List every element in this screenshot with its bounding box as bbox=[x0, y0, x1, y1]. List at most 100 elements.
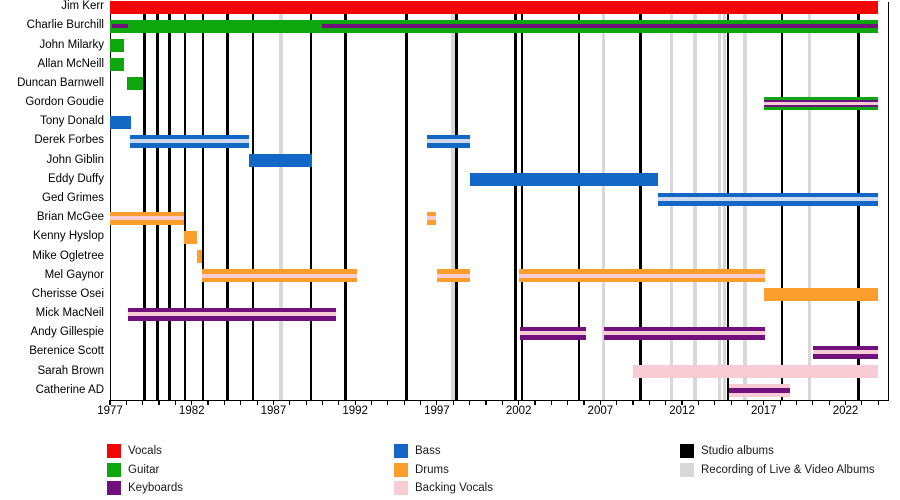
legend-swatch-bass bbox=[394, 444, 408, 458]
axis-year-label: 2002 bbox=[505, 405, 532, 417]
bar-overlay-keyboards bbox=[112, 24, 128, 29]
axis-tick bbox=[354, 400, 356, 405]
member-label-eddy-duffy: Eddy Duffy bbox=[47, 172, 104, 185]
bar-overlay-backing-vocals-pale bbox=[657, 197, 879, 201]
axis-year-label: 2012 bbox=[669, 405, 695, 417]
axis-year-label: 1992 bbox=[342, 405, 368, 417]
axis-tick bbox=[665, 400, 667, 405]
member-label-charlie-burchill: Charlie Burchill bbox=[26, 19, 104, 32]
studio-album-line bbox=[143, 2, 146, 400]
axis-year-label: 2007 bbox=[587, 405, 614, 417]
member-label-duncan-barnwell: Duncan Barnwell bbox=[17, 76, 104, 89]
bar-sarah-brown-backing-vocals bbox=[633, 365, 879, 379]
member-label-andy-gillespie: Andy Gillespie bbox=[30, 326, 104, 339]
axis-tick bbox=[338, 400, 340, 405]
bar-brian-mcgee-drums bbox=[427, 211, 437, 225]
axis-tick bbox=[599, 400, 601, 405]
bar-catherine-ad-backing-vocals bbox=[728, 384, 790, 398]
x-axis-line bbox=[110, 399, 889, 401]
axis-year-label: 1977 bbox=[97, 405, 123, 417]
legend-label: Vocals bbox=[128, 445, 162, 457]
studio-album-line bbox=[168, 2, 171, 400]
bar-tony-donald-bass bbox=[110, 115, 132, 129]
bar-overlay-backing-vocals-pale bbox=[129, 139, 249, 144]
legend-swatch-recording-of-live-video-albums bbox=[680, 462, 694, 477]
axis-tick bbox=[452, 400, 454, 405]
axis-tick bbox=[779, 400, 781, 405]
axis-tick bbox=[240, 400, 242, 405]
bar-overlay-backing-vocals bbox=[519, 273, 766, 278]
axis-tick bbox=[534, 400, 536, 405]
legend-item-keyboards: Keyboards bbox=[107, 481, 367, 495]
studio-album-line bbox=[309, 2, 313, 400]
legend-label: Guitar bbox=[128, 463, 160, 476]
bar-overlay-backing-vocals bbox=[520, 331, 586, 336]
axis-tick bbox=[109, 400, 111, 405]
studio-album-line bbox=[577, 2, 581, 400]
legend-item-recording-of-live-video-albums: Recording of Live & Video Albums bbox=[680, 462, 900, 477]
member-label-john-milarky: John Milarky bbox=[39, 38, 104, 51]
studio-album-line bbox=[183, 2, 187, 400]
axis-tick bbox=[272, 400, 275, 405]
bar-john-milarky-guitar bbox=[110, 39, 124, 53]
member-label-kenny-hyslop: Kenny Hyslop bbox=[33, 230, 104, 243]
bar-overlay-backing-vocals bbox=[763, 101, 879, 105]
bar-charlie-burchill-guitar bbox=[110, 19, 879, 33]
bar-overlay-backing-vocals bbox=[603, 331, 765, 336]
live-video-line bbox=[451, 2, 455, 400]
legend-swatch-studio-albums bbox=[680, 444, 694, 458]
axis-tick bbox=[403, 400, 405, 405]
legend-swatch-keyboards bbox=[107, 481, 121, 495]
studio-album-line bbox=[455, 2, 458, 400]
legend-item-studio-albums: Studio albums bbox=[680, 444, 900, 458]
bar-overlay-backing-vocals bbox=[110, 216, 184, 221]
axis-tick bbox=[501, 400, 503, 405]
studio-album-line bbox=[201, 2, 205, 400]
bar-andy-gillespie-keyboards bbox=[520, 326, 586, 340]
member-label-sarah-brown: Sarah Brown bbox=[37, 364, 104, 377]
member-label-cherisse-osei: Cherisse Osei bbox=[31, 287, 104, 300]
plot-right-border bbox=[887, 2, 889, 400]
legend-swatch-backing-vocals bbox=[394, 481, 408, 495]
bar-mel-gaynor-drums bbox=[519, 269, 766, 283]
member-label-gordon-goudie: Gordon Goudie bbox=[25, 96, 104, 109]
bar-duncan-barnwell-guitar bbox=[127, 77, 143, 91]
axis-tick bbox=[844, 400, 847, 405]
axis-tick bbox=[583, 400, 585, 405]
axis-tick bbox=[370, 400, 373, 405]
bar-gordon-goudie-guitar bbox=[763, 96, 879, 110]
member-label-john-giblin: John Giblin bbox=[46, 153, 104, 166]
studio-album-line bbox=[344, 2, 347, 400]
axis-tick bbox=[289, 400, 291, 405]
bar-overlay-backing-vocals bbox=[127, 312, 337, 317]
bar-cherisse-osei-drums bbox=[763, 288, 879, 302]
axis-tick bbox=[763, 400, 765, 405]
axis-year-label: 1982 bbox=[178, 405, 205, 417]
legend-swatch-drums bbox=[394, 462, 408, 477]
bar-andy-gillespie-keyboards bbox=[603, 326, 765, 340]
axis-tick bbox=[419, 400, 422, 405]
axis-tick bbox=[207, 400, 209, 405]
axis-tick bbox=[730, 400, 732, 405]
bar-brian-mcgee-drums bbox=[110, 211, 184, 225]
bar-mel-gaynor-drums bbox=[436, 269, 470, 283]
axis-tick bbox=[714, 400, 716, 405]
legend-item-vocals: Vocals bbox=[107, 444, 367, 458]
studio-album-line bbox=[405, 2, 408, 400]
legend-item-guitar: Guitar bbox=[107, 462, 367, 477]
member-label-mel-gaynor: Mel Gaynor bbox=[44, 268, 104, 281]
axis-year-label: 2017 bbox=[751, 405, 777, 417]
member-label-derek-forbes: Derek Forbes bbox=[34, 134, 104, 147]
axis-tick bbox=[436, 400, 438, 405]
member-label-tony-donald: Tony Donald bbox=[40, 115, 104, 128]
axis-tick bbox=[518, 400, 520, 405]
axis-tick bbox=[321, 400, 324, 405]
member-label-mick-macneil: Mick MacNeil bbox=[35, 307, 104, 320]
axis-tick bbox=[485, 400, 487, 405]
bar-overlay-keyboards bbox=[728, 388, 790, 394]
axis-tick bbox=[387, 400, 389, 405]
bar-jim-kerr-vocals bbox=[110, 0, 879, 14]
legend-label: Keyboards bbox=[128, 482, 183, 494]
axis-tick bbox=[616, 400, 618, 405]
